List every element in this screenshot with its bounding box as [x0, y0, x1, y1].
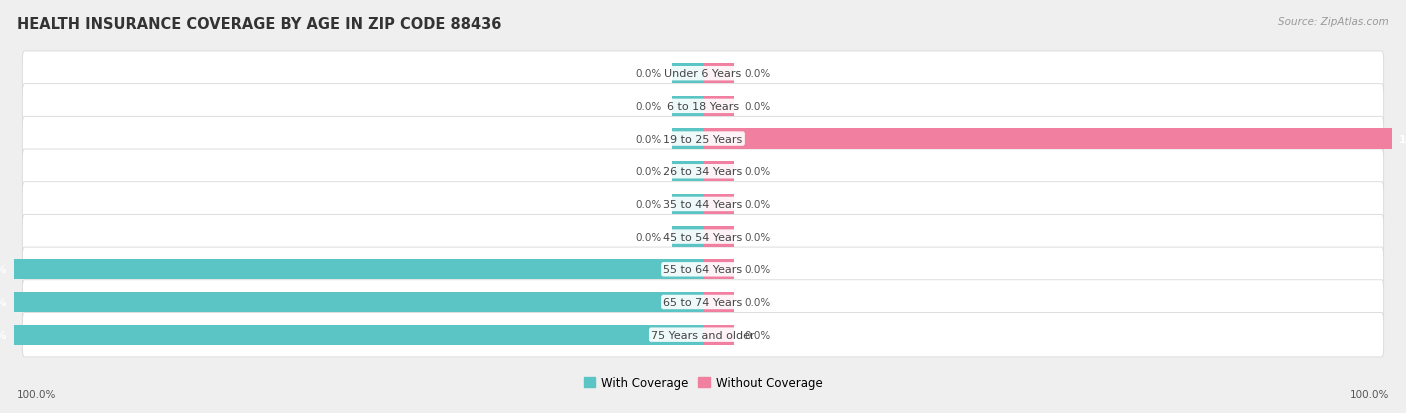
Bar: [672, 195, 703, 214]
Bar: [703, 97, 734, 117]
Bar: [703, 162, 734, 182]
Bar: [672, 64, 703, 84]
Text: 100.0%: 100.0%: [0, 265, 7, 275]
Text: 0.0%: 0.0%: [636, 199, 662, 209]
Text: 0.0%: 0.0%: [744, 199, 770, 209]
Bar: [14, 259, 703, 280]
Text: Source: ZipAtlas.com: Source: ZipAtlas.com: [1278, 17, 1389, 26]
Text: 0.0%: 0.0%: [636, 167, 662, 177]
Bar: [703, 227, 734, 247]
FancyBboxPatch shape: [22, 117, 1384, 161]
Text: HEALTH INSURANCE COVERAGE BY AGE IN ZIP CODE 88436: HEALTH INSURANCE COVERAGE BY AGE IN ZIP …: [17, 17, 502, 31]
Text: 0.0%: 0.0%: [744, 167, 770, 177]
FancyBboxPatch shape: [22, 280, 1384, 325]
Bar: [703, 129, 1392, 150]
Text: 6 to 18 Years: 6 to 18 Years: [666, 102, 740, 112]
Bar: [703, 292, 734, 312]
Text: 0.0%: 0.0%: [636, 102, 662, 112]
FancyBboxPatch shape: [22, 52, 1384, 96]
FancyBboxPatch shape: [22, 215, 1384, 259]
FancyBboxPatch shape: [22, 182, 1384, 227]
Bar: [672, 97, 703, 117]
Text: 100.0%: 100.0%: [17, 389, 56, 399]
Text: 0.0%: 0.0%: [744, 297, 770, 307]
Bar: [703, 325, 734, 345]
Bar: [703, 259, 734, 280]
Text: 0.0%: 0.0%: [744, 330, 770, 340]
Bar: [703, 64, 734, 84]
Text: 26 to 34 Years: 26 to 34 Years: [664, 167, 742, 177]
Text: 75 Years and older: 75 Years and older: [651, 330, 755, 340]
Legend: With Coverage, Without Coverage: With Coverage, Without Coverage: [579, 371, 827, 394]
Text: 0.0%: 0.0%: [744, 102, 770, 112]
Bar: [14, 292, 703, 312]
Text: 100.0%: 100.0%: [0, 297, 7, 307]
Text: 0.0%: 0.0%: [636, 134, 662, 144]
Text: 100.0%: 100.0%: [0, 330, 7, 340]
Text: Under 6 Years: Under 6 Years: [665, 69, 741, 79]
FancyBboxPatch shape: [22, 150, 1384, 194]
Text: 55 to 64 Years: 55 to 64 Years: [664, 265, 742, 275]
FancyBboxPatch shape: [22, 313, 1384, 357]
Text: 0.0%: 0.0%: [744, 265, 770, 275]
Bar: [703, 195, 734, 214]
Text: 35 to 44 Years: 35 to 44 Years: [664, 199, 742, 209]
Text: 0.0%: 0.0%: [744, 69, 770, 79]
FancyBboxPatch shape: [22, 84, 1384, 129]
Text: 65 to 74 Years: 65 to 74 Years: [664, 297, 742, 307]
Text: 19 to 25 Years: 19 to 25 Years: [664, 134, 742, 144]
Bar: [14, 325, 703, 345]
Text: 100.0%: 100.0%: [1399, 134, 1406, 144]
Text: 0.0%: 0.0%: [744, 232, 770, 242]
Bar: [672, 227, 703, 247]
Bar: [672, 129, 703, 150]
Text: 0.0%: 0.0%: [636, 69, 662, 79]
FancyBboxPatch shape: [22, 247, 1384, 292]
Bar: [672, 162, 703, 182]
Text: 0.0%: 0.0%: [636, 232, 662, 242]
Text: 45 to 54 Years: 45 to 54 Years: [664, 232, 742, 242]
Text: 100.0%: 100.0%: [1350, 389, 1389, 399]
